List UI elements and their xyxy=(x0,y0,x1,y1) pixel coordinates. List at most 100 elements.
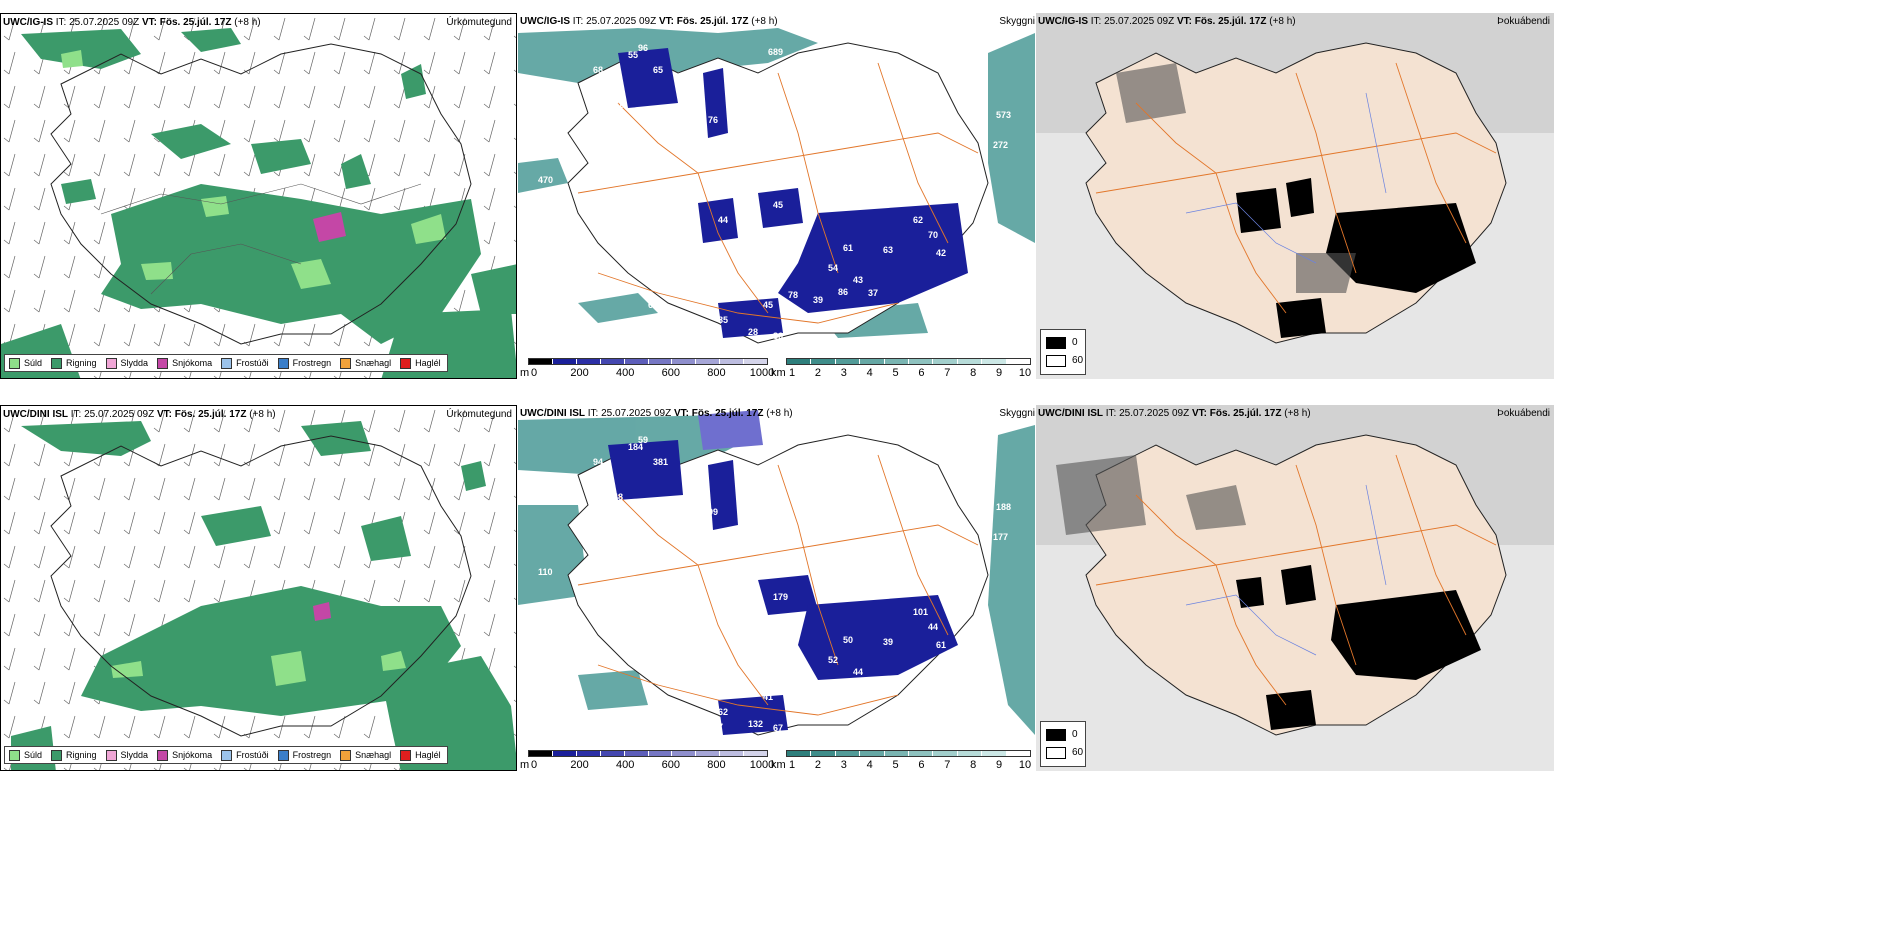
cloud-base-label: 137 xyxy=(708,722,723,732)
panel-title: Úrkomutegund xyxy=(446,17,512,28)
cloud-base-label: 470 xyxy=(538,175,553,185)
cloud-base-label: 110 xyxy=(538,567,553,577)
precip-type-map xyxy=(1,14,516,378)
cloud-visibility-panel-ig-is: 689 55 96 65 68 51 76 470 573 272 44 45 53 62 70 42 61 63… xyxy=(518,13,1035,379)
panel-title: Skyggni xyxy=(999,408,1035,419)
cloud-base-label: 78 xyxy=(788,290,798,300)
colorbar-tick-label: 1000 xyxy=(749,759,775,771)
cloud-base-label: 96 xyxy=(638,43,648,53)
colorbar-segment xyxy=(720,359,745,364)
colorbar-tick-label: 3 xyxy=(840,759,847,771)
cloud-base-label: 43 xyxy=(853,275,863,285)
legend-item-freezing-drizzle: Frostúði xyxy=(221,749,269,761)
colorbar-segment xyxy=(835,359,861,364)
panel-title: Þokuábendi xyxy=(1497,408,1550,419)
legend-item-rain: Rigning xyxy=(51,749,97,761)
colorbar-segment xyxy=(600,359,625,364)
panel-header: UWC/DINI ISL IT: 25.07.2025 09Z VT: Fös.… xyxy=(520,408,793,419)
colorbar-segment xyxy=(811,751,836,756)
cloud-base-label: 36 xyxy=(773,331,783,341)
cloud-base-label: 67 xyxy=(773,723,783,733)
cloud-base-label: 28 xyxy=(868,680,878,690)
cloud-base-label: 61 xyxy=(843,243,853,253)
ceiling-colorbar-bar xyxy=(528,358,768,365)
colorbar-segment xyxy=(624,359,649,364)
colorbar-tick-label: 9 xyxy=(996,759,1003,771)
cloud-base-label: 45 xyxy=(773,200,783,210)
fog-key-swatch-60 xyxy=(1046,747,1066,759)
colorbar-segment xyxy=(648,751,673,756)
colorbar-tick-label: 200 xyxy=(570,759,589,771)
colorbar-tick-label: 3 xyxy=(840,367,847,379)
colorbar-segment xyxy=(1006,751,1031,756)
cloud-base-label: 39 xyxy=(813,295,823,305)
cloud-base-visibility-map: 1911845938194489911018817718017939101446… xyxy=(518,405,1035,771)
colorbar-segment xyxy=(672,359,697,364)
panel-header: UWC/IG-IS IT: 25.07.2025 09Z VT: Fös. 25… xyxy=(520,16,778,27)
colorbar-segment xyxy=(720,751,745,756)
cloud-base-label: 63 xyxy=(883,245,893,255)
colorbar-segment xyxy=(744,751,768,756)
ceiling-colorbar-bar xyxy=(528,750,768,757)
colorbar-segment xyxy=(648,359,673,364)
cloud-base-label: 31 xyxy=(838,679,848,689)
legend-item-freezing-rain: Frostregn xyxy=(277,749,331,761)
cloud-base-label: 381 xyxy=(653,457,668,467)
ceiling-colorbar: m 0 200 400 600 800 1000 xyxy=(520,358,774,379)
cloud-base-label: 52 xyxy=(828,655,838,665)
cloud-base-label: 86 xyxy=(838,287,848,297)
fog-indicator-key: 0 60 xyxy=(1040,721,1086,767)
legend-item-freezing-drizzle: Frostúði xyxy=(221,357,269,369)
colorbar-segment xyxy=(1006,359,1031,364)
legend-item-sleet: Slydda xyxy=(105,357,148,369)
panel-header: UWC/IG-IS IT: 25.07.2025 09Z VT: Fös. 25… xyxy=(3,17,261,28)
colorbar-segment xyxy=(787,359,812,364)
cloud-base-label: 689 xyxy=(768,47,783,57)
cloud-base-label: 76 xyxy=(708,115,718,125)
cloud-base-label: 85 xyxy=(718,315,728,325)
legend-item-snow-pellets: Snæhagl xyxy=(340,749,391,761)
visibility-unit: km xyxy=(771,367,786,379)
colorbar-tick-label: 0 xyxy=(530,367,538,379)
fog-indicator-panel-dini: UWC/DINI ISL IT: 25.07.2025 09Z VT: Fös.… xyxy=(1036,405,1554,771)
colorbar-tick-label: 200 xyxy=(570,367,589,379)
legend-item-snow: Snjókoma xyxy=(157,749,212,761)
colorbar-tick-label: 600 xyxy=(661,367,680,379)
cloud-base-label: 179 xyxy=(773,592,788,602)
colorbar-tick-label: 800 xyxy=(707,367,726,379)
fog-key-swatch-60 xyxy=(1046,355,1066,367)
colorbar-segment xyxy=(787,751,812,756)
cloud-visibility-panel-dini: 191 184 59 381 94 48 99 110 188 177 180 179 39 101 44 6… xyxy=(518,405,1035,771)
panel-header: UWC/DINI ISL IT: 25.07.2025 09Z VT: Fös.… xyxy=(3,409,276,420)
colorbar-segment xyxy=(835,751,861,756)
fog-key-label-0: 0 xyxy=(1072,729,1078,740)
cloud-base-label: 34 xyxy=(666,677,676,687)
panel-title: Úrkomutegund xyxy=(446,409,512,420)
cloud-base-label: 50 xyxy=(843,635,853,645)
fog-key-swatch-0 xyxy=(1046,337,1066,349)
precip-type-panel-dini: UWC/DINI ISL IT: 25.07.2025 09Z VT: Fös.… xyxy=(0,405,517,771)
cloud-base-label: 45 xyxy=(666,285,676,295)
colorbar-tick-label: 800 xyxy=(707,759,726,771)
cloud-base-label: 51 xyxy=(613,100,623,110)
legend-item-hail: Haglél xyxy=(400,357,441,369)
cloud-base-label: 59 xyxy=(638,435,648,445)
precip-type-legend: Súld Rigning Slydda Snjókoma Frostúði Fr… xyxy=(4,354,448,372)
colorbar-tick-label: 1 xyxy=(788,759,796,771)
cloud-base-label: 184 xyxy=(628,442,643,452)
ceiling-unit: m xyxy=(520,367,530,379)
visibility-colorbar-bar xyxy=(786,358,1031,365)
cloud-base-label: 41 xyxy=(763,692,773,702)
colorbar-segment xyxy=(811,359,836,364)
colorbar-tick-label: 2 xyxy=(814,367,821,379)
precip-type-map xyxy=(1,406,516,770)
cloud-base-label: 39 xyxy=(753,625,763,635)
colorbar-tick-label: 9 xyxy=(996,367,1003,379)
visibility-colorbar: km 1 2 3 4 5 6 7 8 9 10 xyxy=(771,358,1035,379)
colorbar-tick-label: 6 xyxy=(918,367,925,379)
panel-title: Skyggni xyxy=(999,16,1035,27)
colorbar-segment xyxy=(624,751,649,756)
colorbar-tick-label: 5 xyxy=(892,367,899,379)
cloud-base-label: 44 xyxy=(928,622,938,632)
